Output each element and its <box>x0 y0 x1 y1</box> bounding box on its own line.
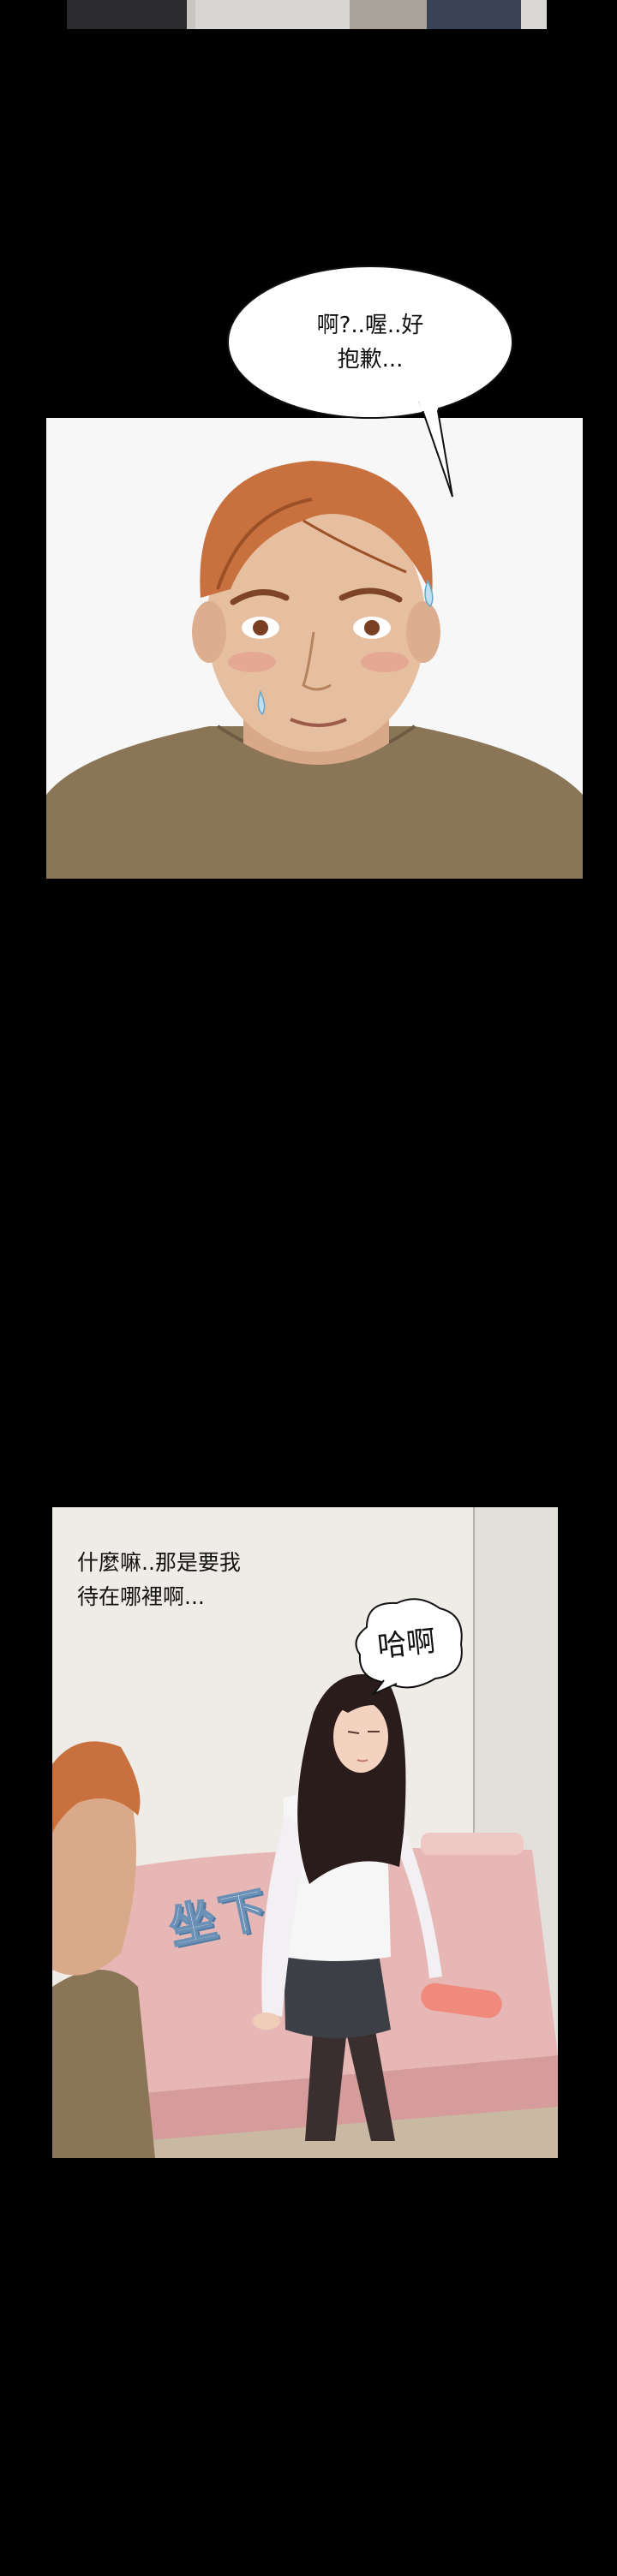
panel-fragment-dark-area <box>67 0 187 29</box>
woman-legs <box>305 2021 348 2141</box>
man-back <box>52 1970 155 2158</box>
panel-fragment-light-area <box>195 0 350 29</box>
woman-face <box>333 1701 388 1773</box>
caption-line-2: 待在哪裡啊... <box>77 1584 205 1609</box>
sigh-text: 哈啊 <box>375 1624 438 1665</box>
panel-fragment-blue-area <box>427 0 521 29</box>
speech-line-1: 啊?..喔..好 <box>316 312 424 338</box>
speech-bubble-sigh <box>355 1598 463 1696</box>
bedroom-illustration <box>52 1507 558 2158</box>
speech-bubble-tail <box>418 399 453 498</box>
panel-fragment-beige-area <box>350 0 427 29</box>
man-hair <box>200 461 433 598</box>
thought-caption: 什麼嘛..那是要我 待在哪裡啊... <box>77 1546 241 1614</box>
panel-bedroom-scene <box>52 1507 558 2158</box>
caption-line-1: 什麼嘛..那是要我 <box>77 1550 241 1575</box>
man-shirt <box>46 726 583 879</box>
man-face <box>207 495 426 752</box>
speech-bubble-apology: 啊?..喔..好 抱歉... <box>227 265 513 419</box>
previous-panel-fragment <box>67 0 547 29</box>
panel-fragment-edge <box>521 0 547 29</box>
panel-man-surprised <box>46 418 583 879</box>
woman-skirt <box>284 1947 391 2038</box>
speech-line-2: 抱歉... <box>337 346 404 373</box>
man-portrait-illustration <box>46 418 583 879</box>
